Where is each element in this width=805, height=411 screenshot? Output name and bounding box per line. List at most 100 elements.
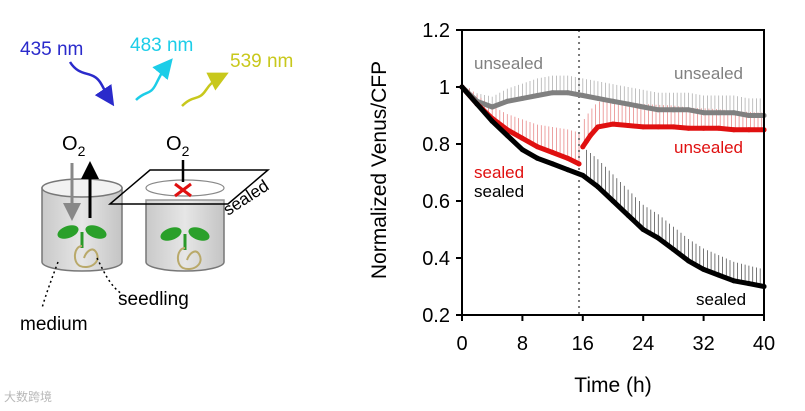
data-point [701, 110, 707, 116]
data-point [595, 95, 601, 101]
light-arrow-483-icon [135, 58, 173, 101]
data-point [595, 124, 601, 130]
oxygen-label-unsealed: O2 [62, 133, 86, 159]
data-point [746, 113, 752, 118]
annotation-unsealed-red: unsealed [674, 138, 743, 157]
data-point [716, 272, 722, 278]
y-tick-label: 1.2 [422, 20, 450, 42]
x-tick-label: 40 [753, 333, 775, 355]
data-point [595, 184, 601, 190]
series-lines [459, 84, 767, 289]
data-point [640, 227, 646, 232]
axis-ticks: 0 8 16 24 32 40 0.2 0.4 0.6 0.8 1 1.2 [422, 20, 775, 355]
y-tick-label: 0.2 [422, 305, 450, 327]
data-point [655, 235, 661, 241]
oxygen-label-sealed: O2 [166, 133, 190, 159]
data-point [535, 144, 540, 150]
data-point [504, 133, 510, 138]
schematic-panel: 435 nm 483 nm 539 nm O2 O2 [20, 35, 293, 335]
y-tick-label: 0.4 [422, 248, 450, 270]
sealed-container: sealed [107, 160, 272, 272]
seedling-icon [160, 227, 210, 270]
data-point [535, 93, 540, 98]
data-point [474, 101, 480, 107]
light-arrow-435-icon [68, 61, 115, 107]
data-point [610, 98, 616, 104]
data-point [731, 127, 737, 133]
data-point [701, 266, 707, 272]
data-point [701, 125, 707, 131]
data-point [625, 212, 631, 218]
data-point [686, 125, 691, 131]
x-tick-label: 16 [572, 333, 594, 355]
error-bars [469, 75, 765, 287]
x-tick-label: 0 [456, 333, 467, 355]
data-point [640, 104, 646, 110]
annotation-sealed-red: sealed [474, 163, 524, 182]
data-point [519, 135, 525, 141]
data-point [655, 107, 661, 113]
data-point [746, 127, 752, 133]
data-point [535, 155, 540, 161]
x-tick-label: 8 [517, 333, 528, 355]
unsealed-container [41, 161, 123, 272]
annotation-sealed-black-right: sealed [696, 290, 746, 309]
data-point [610, 121, 616, 127]
y-tick-label: 1 [439, 77, 450, 99]
data-point [580, 144, 586, 150]
data-point [731, 278, 737, 284]
data-point [610, 198, 616, 204]
data-point [584, 138, 590, 144]
data-point [640, 124, 646, 130]
data-point [565, 167, 571, 173]
data-point [746, 281, 752, 287]
data-point [519, 147, 525, 153]
seedling-label: seedling [118, 289, 189, 310]
annotation-sealed-black-left: sealed [474, 182, 524, 201]
x-tick-label: 24 [632, 333, 654, 355]
data-point [565, 90, 571, 96]
data-point [670, 246, 676, 252]
data-point [489, 104, 495, 110]
annotation-unsealed-gray-right: unsealed [674, 64, 743, 83]
x-axis-label: Time (h) [574, 374, 651, 397]
y-tick-label: 0.8 [422, 134, 450, 156]
seedling-icon [57, 225, 107, 268]
data-point [550, 90, 556, 96]
data-point [686, 258, 691, 264]
data-point [655, 124, 661, 130]
data-point [670, 124, 676, 130]
medium-label: medium [20, 314, 88, 335]
medium-leader-line [41, 261, 59, 309]
annotation-unsealed-gray-left: unsealed [474, 54, 543, 73]
data-point [716, 110, 722, 116]
data-point [565, 155, 571, 161]
data-point [580, 172, 586, 178]
wavelength-435-label: 435 nm [20, 39, 83, 60]
y-tick-label: 0.6 [422, 191, 450, 213]
blocked-cross-icon [174, 182, 192, 198]
chart-panel: 0 8 16 24 32 40 0.2 0.4 0.6 0.8 1 1.2 Time (h) Norm… [368, 20, 775, 397]
data-point [519, 95, 525, 101]
data-point [550, 161, 556, 167]
seedling-leader-line [96, 257, 123, 295]
data-point [716, 125, 722, 131]
data-point [587, 133, 593, 138]
x-tick-label: 32 [692, 333, 714, 355]
plot-frame [461, 29, 765, 316]
y-axis-label: Normalized Venus/CFP [368, 61, 391, 279]
data-point [625, 101, 631, 107]
data-point [625, 123, 631, 128]
data-point [686, 107, 691, 113]
data-point [580, 93, 586, 98]
wavelength-483-label: 483 nm [130, 35, 193, 56]
data-point [489, 118, 495, 124]
data-point [670, 107, 676, 113]
data-point [576, 161, 582, 167]
watermark: 大数跨境 [4, 390, 53, 404]
light-arrow-539-icon [181, 72, 229, 107]
wavelength-539-label: 539 nm [230, 51, 293, 72]
data-point [731, 110, 737, 116]
data-point [504, 98, 510, 104]
data-point [550, 150, 556, 155]
